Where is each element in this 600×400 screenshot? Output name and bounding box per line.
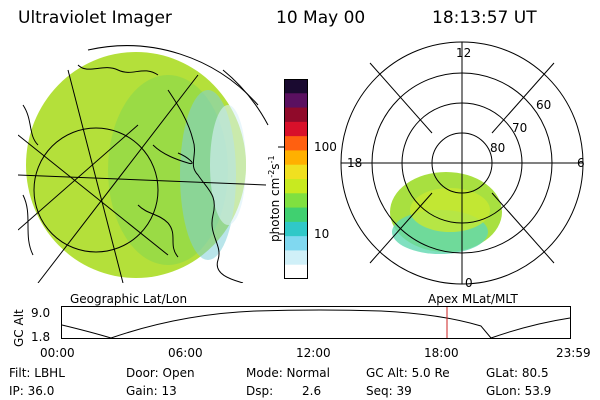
dsp-label: Dsp: [246,384,274,398]
image-date: 10 May 00 [276,8,366,28]
geographic-image [18,45,269,283]
colorbar-band [284,264,308,280]
unit-s: s [268,163,282,170]
colorbar-band [284,164,308,180]
colorbar-tick-100: 100 [314,140,337,154]
x-tick-1800: 18:00 [424,346,459,360]
colorbar-tick-10: 10 [314,227,330,241]
colorbar-band [284,93,308,109]
colorbar-band [284,250,308,266]
mode-info: Mode: Normal [246,366,330,380]
outer-arc [222,69,269,126]
geographic-label: Geographic Lat/Lon [70,292,188,306]
glon-info: GLon: 53.9 [486,384,552,398]
coastline [152,144,193,165]
colorbar-unit-label: photon cm-2s-1 [267,155,282,242]
altitude-axis-label: GC Alt [12,309,26,347]
color-scale-bar [278,79,308,280]
dsp-value: 2.6 [302,384,322,398]
coastline [77,64,159,76]
colorbar-band [284,221,308,237]
mlt-18-label: 18 [347,156,363,170]
unit-exp-cm: -2 [267,169,276,178]
altitude-max-label: 9.0 [31,306,51,320]
lat-circle-outer [87,45,259,106]
colorbar-band [284,107,308,123]
seq-info: Seq: 39 [366,384,412,398]
mlt-0-label: 0 [465,276,473,290]
meridian-line [18,134,169,256]
ip-info: IP: 36.0 [9,384,55,398]
x-tick-0600: 06:00 [168,346,203,360]
x-tick-0000: 00:00 [40,346,75,360]
altitude-curve [61,309,571,339]
colorbar-band [284,136,308,151]
gc-alt-info: GC Alt: 5.0 Re [366,366,450,380]
coastline [137,204,179,258]
colorbar-band [284,179,308,194]
colorbar-band [284,121,308,137]
coastline [22,104,39,256]
colorbar-band [284,236,308,251]
x-tick-1200: 12:00 [296,346,331,360]
coastline [167,89,244,283]
unit-photon: photon cm [268,177,282,242]
filter-info: Filt: LBHL [9,366,65,380]
app-title: Ultraviolet Imager [18,8,172,28]
door-info: Door: Open [126,366,195,380]
mlt-12-label: 12 [456,46,472,60]
unit-exp-s: -1 [267,155,276,164]
mlat-60-label: 60 [536,98,552,112]
image-time: 18:13:57 UT [432,8,537,28]
mlat-80-label: 80 [490,141,506,155]
colorbar-band [284,79,308,94]
altitude-plot [61,306,571,339]
x-tick-2359: 23:59 [556,346,591,360]
mlat-70-label: 70 [512,121,528,135]
apex-label: Apex MLat/MLT [428,292,518,306]
altitude-min-label: 1.8 [31,330,51,344]
mlt-6-label: 6 [577,156,585,170]
colorbar-band [284,150,308,166]
meridian-line [67,69,124,283]
colorbar-band [284,193,308,209]
polar-plot [340,41,584,285]
meridian-line [18,174,266,186]
glat-info: GLat: 80.5 [486,366,549,380]
colorbar-band [284,207,308,223]
lat-circle [33,127,159,253]
gain-info: Gain: 13 [126,384,177,398]
